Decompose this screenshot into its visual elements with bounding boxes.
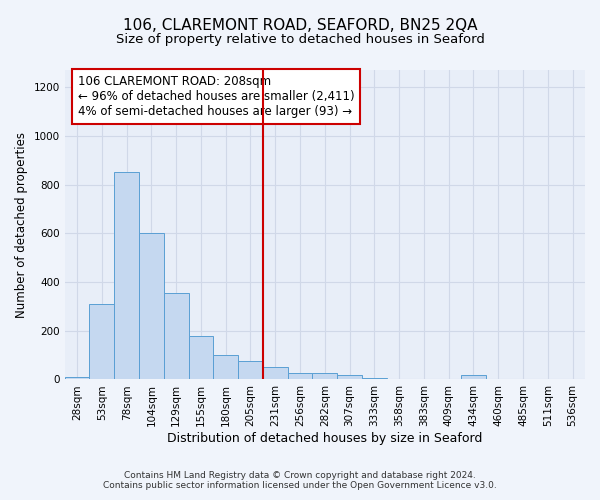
Bar <box>362 378 387 380</box>
Bar <box>89 304 114 380</box>
X-axis label: Distribution of detached houses by size in Seaford: Distribution of detached houses by size … <box>167 432 482 445</box>
Text: Contains HM Land Registry data © Crown copyright and database right 2024.
Contai: Contains HM Land Registry data © Crown c… <box>103 470 497 490</box>
Bar <box>214 355 238 380</box>
Bar <box>65 377 89 380</box>
Bar <box>164 293 188 380</box>
Bar <box>337 375 362 380</box>
Bar <box>238 361 263 380</box>
Bar <box>188 336 214 380</box>
Text: 106 CLAREMONT ROAD: 208sqm
← 96% of detached houses are smaller (2,411)
4% of se: 106 CLAREMONT ROAD: 208sqm ← 96% of deta… <box>77 74 354 118</box>
Bar <box>313 374 337 380</box>
Bar <box>461 375 486 380</box>
Bar <box>114 172 139 380</box>
Text: 106, CLAREMONT ROAD, SEAFORD, BN25 2QA: 106, CLAREMONT ROAD, SEAFORD, BN25 2QA <box>123 18 477 32</box>
Bar <box>287 374 313 380</box>
Y-axis label: Number of detached properties: Number of detached properties <box>15 132 28 318</box>
Bar <box>139 234 164 380</box>
Bar <box>263 368 287 380</box>
Text: Size of property relative to detached houses in Seaford: Size of property relative to detached ho… <box>116 32 484 46</box>
